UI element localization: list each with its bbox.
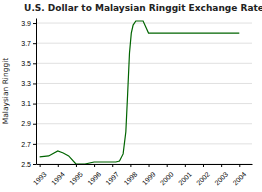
y-axis-line xyxy=(36,19,37,165)
y-tick: 2.5 xyxy=(21,161,36,168)
x-tick-mark xyxy=(40,164,41,167)
x-tick-label: 1995 xyxy=(68,171,84,187)
x-tick-label: 1997 xyxy=(104,171,120,187)
chart: 1993199419951996199719981999200020012002… xyxy=(0,0,262,192)
y-tick-mark xyxy=(33,144,36,145)
y-tick-mark xyxy=(33,63,36,64)
x-tick: 2001 xyxy=(177,164,193,187)
grid xyxy=(36,23,252,164)
y-tick-mark xyxy=(33,104,36,105)
plot-area: 1993199419951996199719981999200020012002… xyxy=(21,19,252,187)
y-tick-label: 3.5 xyxy=(21,60,31,67)
x-tick: 2004 xyxy=(231,164,247,187)
y-tick-label: 3.3 xyxy=(21,80,31,87)
x-tick-label: 1999 xyxy=(141,171,157,187)
x-tick: 1994 xyxy=(50,164,66,187)
line xyxy=(40,21,240,164)
x-tick-label: 2003 xyxy=(213,171,229,187)
x-tick: 1996 xyxy=(86,164,102,187)
x-tick-label: 1994 xyxy=(50,171,66,187)
grid-line xyxy=(36,103,252,104)
x-tick-mark xyxy=(239,164,240,167)
y-tick-label: 2.9 xyxy=(21,120,31,127)
x-tick-label: 2002 xyxy=(195,171,211,187)
y-tick-mark xyxy=(33,124,36,125)
y-tick-mark xyxy=(33,23,36,24)
x-tick: 2000 xyxy=(159,164,175,187)
y-tick-label: 2.7 xyxy=(21,141,31,148)
y-tick: 2.7 xyxy=(21,141,36,148)
grid-line xyxy=(36,143,252,144)
x-tick-label: 2000 xyxy=(159,171,175,187)
x-tick: 2003 xyxy=(213,164,229,187)
x-tick-mark xyxy=(58,164,59,167)
y-tick-label: 3.1 xyxy=(21,100,31,107)
grid-line xyxy=(36,83,252,84)
y-tick-mark xyxy=(33,43,36,44)
y-tick-label: 3.7 xyxy=(21,40,31,47)
x-axis: 1993199419951996199719981999200020012002… xyxy=(32,164,253,187)
title: U.S. Dollar to Malaysian Ringgit Exchang… xyxy=(24,3,262,13)
x-tick-label: 2001 xyxy=(177,171,193,187)
x-tick-mark xyxy=(76,164,77,167)
x-tick-mark xyxy=(185,164,186,167)
x-tick: 1999 xyxy=(141,164,157,187)
x-tick-label: 1998 xyxy=(122,171,138,187)
x-tick: 1998 xyxy=(122,164,138,187)
y-tick-label: 2.5 xyxy=(21,161,31,168)
y-axis-title: Malaysian Ringgit xyxy=(1,58,10,125)
grid-line xyxy=(36,63,252,64)
y-axis: 2.5 2.7 2.9 3.1 3.3 3.5 3.7 3.9 xyxy=(21,19,36,168)
y-tick-mark xyxy=(33,83,36,84)
grid-line xyxy=(36,123,252,124)
y-tick: 2.9 xyxy=(21,120,36,127)
y-tick-label: 3.9 xyxy=(21,20,31,27)
x-tick-label: 1993 xyxy=(32,171,48,187)
x-tick-label: 2004 xyxy=(231,171,247,187)
y-tick: 3.5 xyxy=(21,60,36,67)
x-tick: 1995 xyxy=(68,164,84,187)
y-tick: 3.3 xyxy=(21,80,36,87)
x-tick: 1997 xyxy=(104,164,120,187)
x-tick-mark xyxy=(221,164,222,167)
x-tick-mark xyxy=(203,164,204,167)
y-tick: 3.7 xyxy=(21,40,36,47)
x-tick-mark xyxy=(167,164,168,167)
y-tick: 3.1 xyxy=(21,100,36,107)
x-tick-mark xyxy=(112,164,113,167)
x-tick-mark xyxy=(94,164,95,167)
x-tick: 2002 xyxy=(195,164,211,187)
x-axis-line xyxy=(37,164,253,165)
x-tick-mark xyxy=(149,164,150,167)
x-tick-label: 1996 xyxy=(86,171,102,187)
y-tick: 3.9 xyxy=(21,20,36,27)
y-tick-mark xyxy=(33,164,36,165)
grid-line xyxy=(36,43,252,44)
x-tick: 1993 xyxy=(32,164,48,187)
grid-line xyxy=(36,164,252,165)
x-tick-mark xyxy=(130,164,131,167)
marks xyxy=(40,21,240,164)
